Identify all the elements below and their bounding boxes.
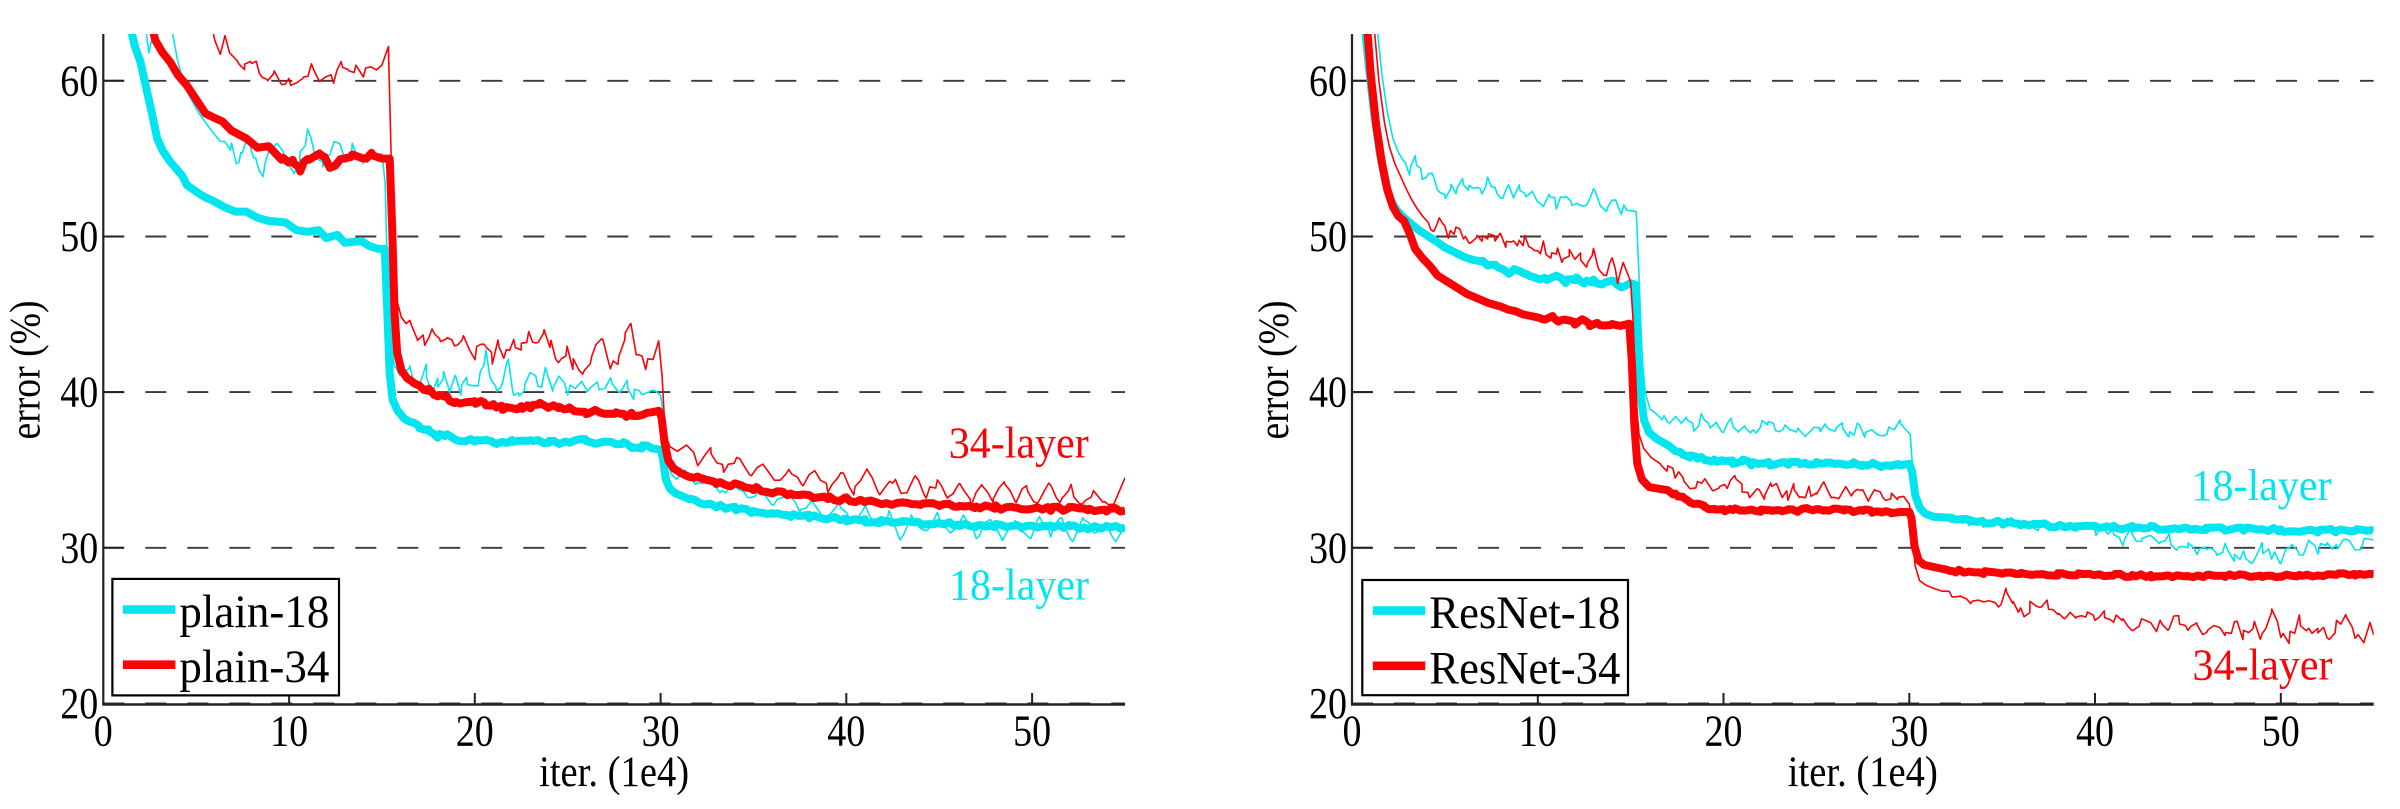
svg-text:30: 30 [1309, 523, 1347, 572]
svg-text:ResNet-18: ResNet-18 [1429, 587, 1620, 639]
svg-text:error (%): error (%) [1251, 301, 1298, 440]
svg-text:iter. (1e4): iter. (1e4) [1788, 749, 1938, 796]
svg-text:18-layer: 18-layer [2192, 461, 2332, 510]
svg-text:20: 20 [1705, 707, 1743, 756]
svg-text:40: 40 [827, 707, 865, 756]
svg-text:0: 0 [94, 707, 113, 756]
svg-text:ResNet-34: ResNet-34 [1429, 642, 1620, 694]
svg-text:error (%): error (%) [2, 301, 49, 440]
svg-text:60: 60 [1309, 56, 1347, 105]
svg-text:50: 50 [2262, 707, 2300, 756]
svg-text:50: 50 [1309, 212, 1347, 261]
svg-text:34-layer: 34-layer [949, 419, 1089, 468]
svg-text:40: 40 [1309, 368, 1347, 417]
svg-text:18-layer: 18-layer [949, 560, 1089, 609]
svg-text:30: 30 [1890, 707, 1928, 756]
svg-text:30: 30 [60, 523, 98, 572]
svg-text:10: 10 [1519, 707, 1557, 756]
svg-text:20: 20 [60, 679, 98, 728]
svg-text:50: 50 [1013, 707, 1051, 756]
svg-text:plain-34: plain-34 [179, 641, 329, 693]
svg-text:40: 40 [2076, 707, 2114, 756]
svg-text:50: 50 [60, 212, 98, 261]
svg-text:40: 40 [60, 368, 98, 417]
svg-text:iter. (1e4): iter. (1e4) [539, 749, 689, 796]
svg-text:10: 10 [270, 707, 308, 756]
svg-text:plain-18: plain-18 [179, 586, 329, 638]
svg-text:20: 20 [456, 707, 494, 756]
svg-text:20: 20 [1309, 679, 1347, 728]
svg-text:60: 60 [60, 56, 98, 105]
svg-text:30: 30 [642, 707, 680, 756]
svg-text:0: 0 [1343, 707, 1362, 756]
svg-text:34-layer: 34-layer [2193, 641, 2333, 690]
